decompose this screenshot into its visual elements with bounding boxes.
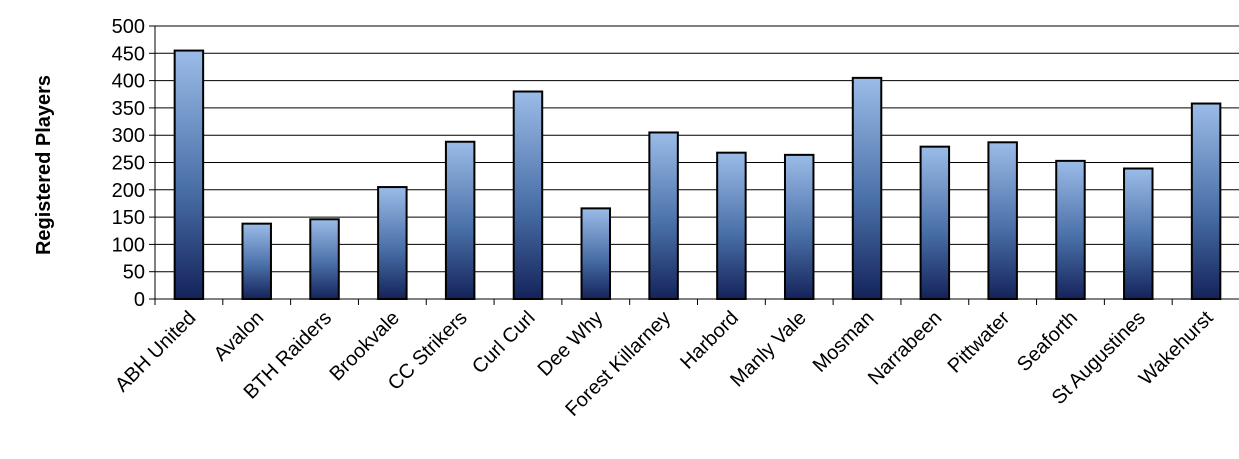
y-tick-label: 400 (112, 71, 145, 93)
bar (716, 151, 747, 300)
x-tick-label: Narrabeen (864, 307, 946, 389)
y-tick-label: 300 (112, 125, 145, 147)
bar (783, 153, 815, 300)
bar (173, 49, 205, 300)
y-tick-label: 200 (112, 180, 145, 202)
bar (241, 222, 272, 300)
bar (1055, 159, 1086, 300)
y-axis-ticks: 0 50 100 150 200 250 300 350 400 450 500 (112, 16, 155, 311)
y-tick-label: 500 (112, 16, 145, 38)
y-axis-label: Registered Players (33, 75, 55, 255)
x-tick-label: Mosman (809, 307, 879, 377)
bar (580, 207, 612, 300)
bar (377, 186, 408, 301)
bar (309, 218, 340, 300)
y-tick-label: 100 (112, 234, 145, 256)
bar (919, 145, 951, 300)
bar (444, 140, 476, 300)
x-tick-label: Curl Curl (468, 307, 539, 378)
bar (987, 141, 1018, 300)
bar (1123, 167, 1154, 300)
x-tick-label: Wakehurst (1135, 307, 1218, 390)
y-tick-label: 150 (112, 207, 145, 229)
x-tick-label: Avalon (210, 307, 269, 366)
x-tick-label: Harbord (676, 307, 743, 374)
x-tick-label: ABH United (111, 307, 200, 396)
bars (173, 49, 1222, 301)
bar (1190, 102, 1222, 300)
bar (512, 90, 544, 300)
x-tick-label: Pittwater (944, 307, 1015, 378)
y-tick-label: 0 (134, 289, 145, 311)
bar (851, 76, 883, 301)
x-tick-label: Seaforth (1013, 307, 1082, 376)
y-tick-label: 350 (112, 98, 145, 120)
y-tick-label: 450 (112, 43, 145, 65)
y-tick-label: 250 (112, 153, 145, 175)
bar (648, 131, 679, 300)
y-tick-label: 50 (123, 262, 145, 284)
